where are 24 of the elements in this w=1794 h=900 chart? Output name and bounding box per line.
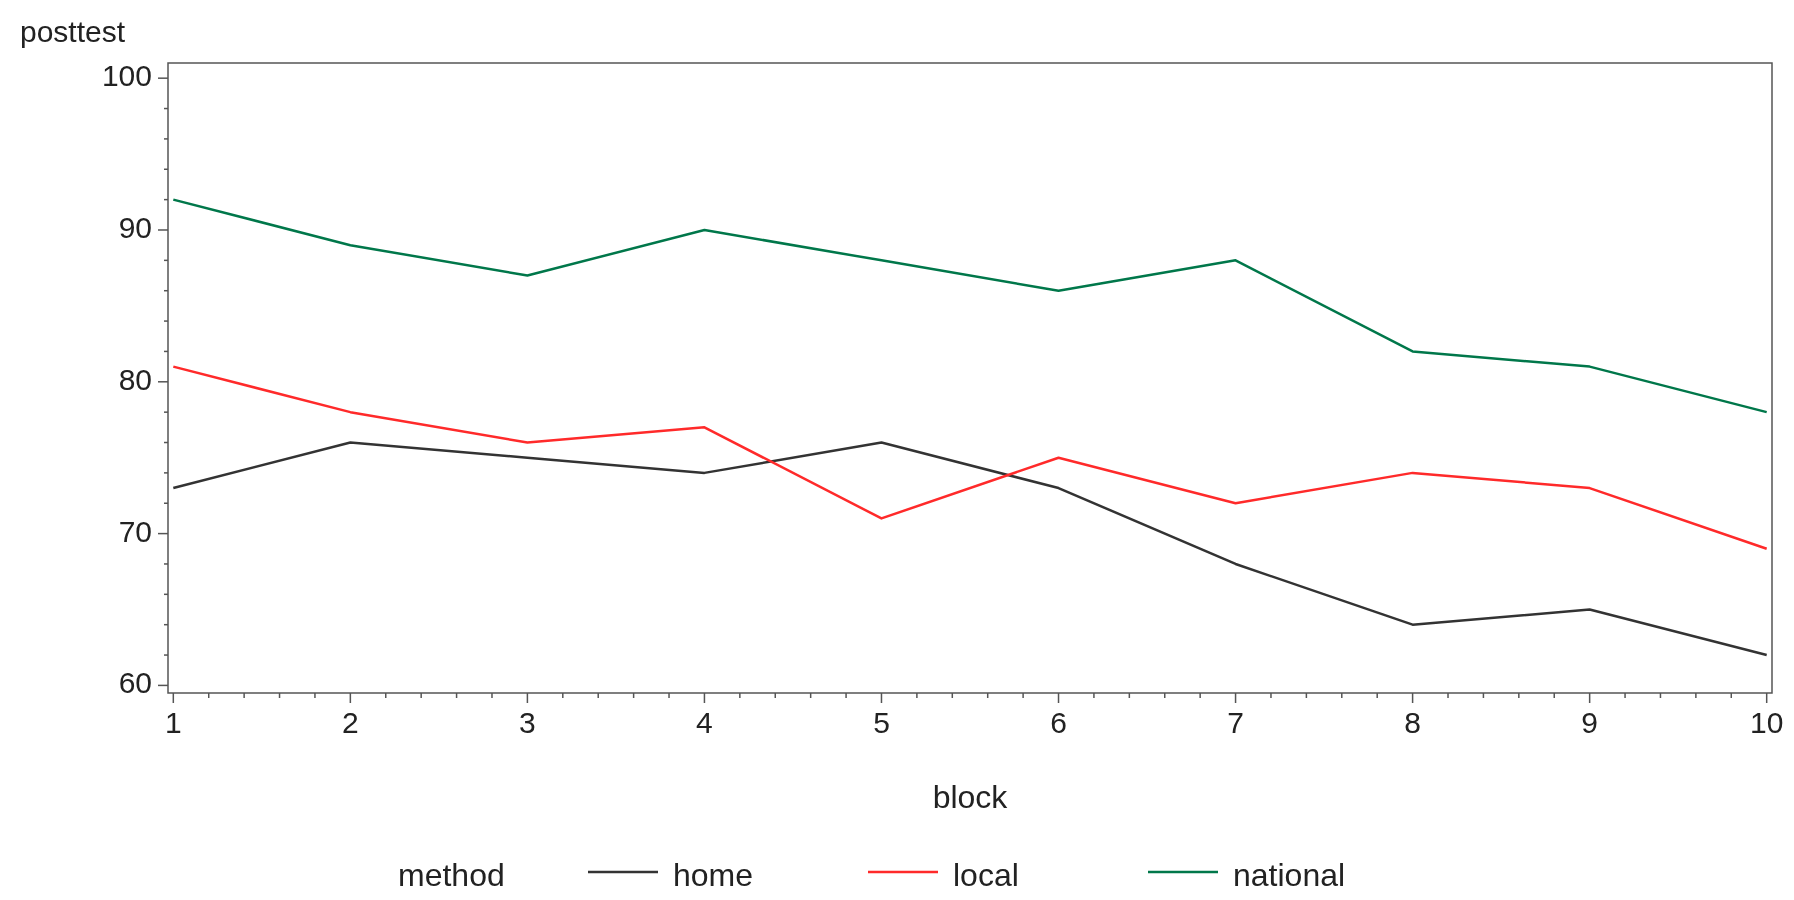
x-tick-label: 1 (164, 706, 182, 739)
x-tick-label: 5 (873, 706, 890, 739)
line-series (172, 441, 1768, 657)
legend-label: local (953, 857, 1019, 894)
x-tick-label: 10 (1750, 706, 1784, 739)
y-tick-label: 80 (118, 362, 152, 396)
x-axis-title: block (932, 779, 1009, 815)
x-tick-label: 4 (696, 706, 713, 739)
y-axis-title: posttest (20, 15, 126, 48)
x-tick-label: 3 (519, 706, 536, 739)
x-tick-label: 8 (1404, 706, 1421, 739)
y-tick-label: 100 (101, 59, 152, 93)
y-tick-label: 60 (118, 666, 152, 700)
line-series (172, 365, 1768, 551)
line-series (172, 198, 1768, 414)
y-tick-label: 70 (118, 514, 152, 548)
legend-label: national (1233, 857, 1346, 894)
x-tick-label: 6 (1050, 706, 1067, 739)
x-tick-label: 2 (342, 706, 359, 739)
x-tick-label: 7 (1227, 706, 1244, 739)
legend-title: method (398, 857, 505, 894)
y-tick-label: 90 (118, 210, 152, 244)
legend-label: home (673, 857, 754, 894)
x-tick-label: 9 (1581, 706, 1598, 739)
